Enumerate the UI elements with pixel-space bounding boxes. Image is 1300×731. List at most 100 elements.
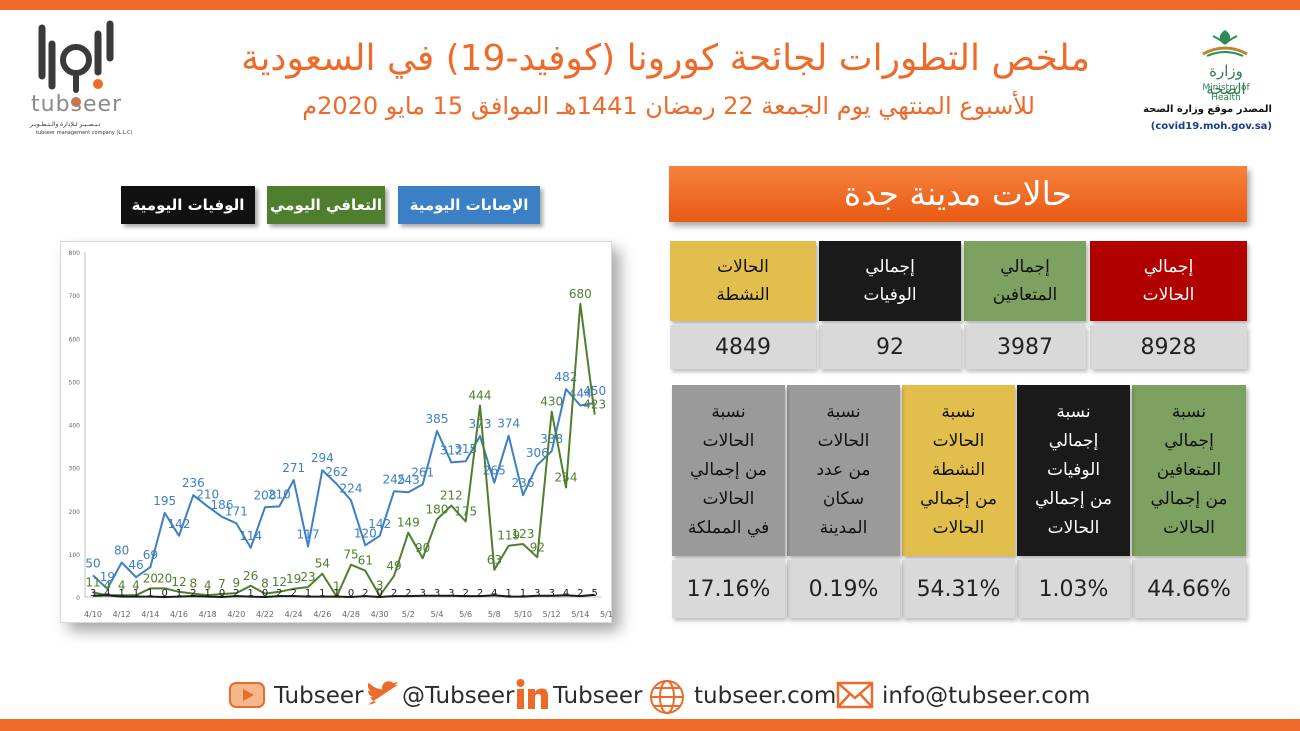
x-tick-label: 4/14: [141, 610, 159, 619]
total-value-3: 4849: [670, 325, 816, 369]
data-label: 1: [118, 588, 124, 599]
ratio-label-line: من إجمالي: [1150, 489, 1228, 509]
y-tick-label: 0: [76, 595, 80, 602]
data-label: 123: [512, 527, 535, 541]
data-label: 0: [376, 588, 382, 599]
data-label: 254: [555, 470, 578, 484]
youtube-icon[interactable]: [228, 678, 266, 712]
globe-icon[interactable]: [648, 678, 686, 716]
data-label: 236: [512, 476, 535, 490]
ratio-label-line: الحالات: [702, 431, 755, 451]
ratio-value-3: 0.19%: [787, 560, 900, 618]
data-label: 1: [505, 588, 511, 599]
moh-name-ar: وزارة الصحة: [1206, 62, 1246, 98]
data-label: 0: [161, 588, 167, 599]
city-title-banner: حالات مدينة جدة: [669, 166, 1247, 222]
x-tick-label: 5/16: [600, 610, 613, 619]
ratio-label-line: إجمالي الوفيات: [1046, 431, 1101, 480]
data-label: 19: [286, 572, 301, 586]
ratio-header-1: نسبة إجمالي الوفيات من إجمالي الحالات: [1017, 385, 1130, 556]
data-label: 80: [114, 544, 129, 558]
total-label-line1: إجمالي: [1143, 257, 1194, 277]
data-label: 1: [133, 588, 139, 599]
data-label: 119: [497, 529, 520, 543]
twitter-handle[interactable]: @Tubseer: [402, 683, 515, 709]
ratio-label-line: المدينة: [819, 518, 868, 538]
brand-tagline: تـبـصـيـر لـلإدارة والـتـطـويـر: [30, 121, 101, 128]
data-label: 374: [497, 417, 520, 431]
data-label: 20: [157, 571, 172, 585]
brand-tagline-en: tubseer management company (L.L.C): [36, 130, 133, 136]
ratio-label-line: نسبة: [711, 402, 746, 422]
data-label: 142: [368, 517, 391, 531]
legend-recoveries: التعافي اليومي: [267, 186, 385, 224]
y-tick-label: 800: [69, 250, 81, 257]
brand-name: tubseer: [31, 92, 123, 117]
x-tick-label: 5/8: [488, 610, 501, 619]
total-label-line2: المتعافين: [992, 285, 1058, 305]
data-label: 46: [128, 558, 143, 572]
data-label: 23: [300, 570, 315, 584]
data-label: 1: [147, 588, 153, 599]
data-label: 2: [190, 588, 196, 599]
ratio-value-4: 17.16%: [672, 560, 785, 618]
data-label: 92: [530, 540, 545, 554]
ratio-label-line: في المملكة: [687, 518, 770, 538]
y-tick-label: 500: [69, 379, 81, 386]
data-label: 3: [434, 588, 440, 599]
data-label: 444: [569, 387, 592, 401]
linkedin-icon[interactable]: [514, 678, 550, 712]
data-label: 20: [143, 571, 158, 585]
ratio-header-0: نسبة إجمالي المتعافين من إجمالي الحالات: [1132, 385, 1246, 556]
total-value-2: 92: [819, 325, 961, 369]
ratio-label-line: نسبة: [1171, 402, 1207, 422]
data-label: 210: [268, 487, 291, 501]
data-label: 315: [454, 442, 477, 456]
data-label: 5: [591, 588, 597, 599]
data-label: 385: [426, 412, 449, 426]
email-link[interactable]: info@tubseer.com: [882, 683, 1091, 709]
data-label: 423: [583, 398, 606, 412]
legend-deaths: الوفيات اليومية: [121, 186, 255, 224]
source-url[interactable]: (covid19.moh.gov.sa): [1150, 121, 1272, 132]
data-label: 3: [448, 588, 454, 599]
x-tick-label: 5/2: [402, 610, 415, 619]
x-tick-label: 4/30: [371, 610, 389, 619]
data-label: 245: [383, 472, 406, 486]
page-title: ملخص التطورات لجائحة كورونا (كوفيد-19) ف…: [241, 38, 1090, 79]
data-label: 11: [85, 575, 100, 589]
data-label: 2: [233, 588, 239, 599]
ratio-header-3: نسبة الحالات من عدد سكان المدينة: [787, 385, 900, 556]
data-label: 0: [348, 588, 354, 599]
data-label: 373: [469, 417, 492, 431]
website-link[interactable]: tubseer.com: [694, 683, 837, 709]
twitter-icon[interactable]: [367, 678, 403, 712]
data-label: 4: [132, 578, 140, 592]
ratio-label-line: الحالات: [1047, 518, 1100, 538]
data-label: 9: [233, 576, 241, 590]
top-accent-bar: [0, 0, 1300, 10]
data-label: 8: [190, 577, 198, 591]
email-icon[interactable]: [836, 678, 874, 712]
data-label: 2: [276, 588, 282, 599]
ratio-label-line: سكان: [822, 489, 865, 509]
linkedin-handle[interactable]: Tubseer: [553, 683, 643, 709]
data-label: 2: [391, 588, 397, 599]
total-value-1: 3987: [964, 325, 1086, 369]
data-label: 2: [405, 588, 411, 599]
moh-emblem-icon: [1202, 30, 1248, 57]
data-label: 261: [411, 465, 434, 479]
data-label: 1: [333, 588, 339, 599]
series-line-2: [92, 593, 595, 598]
y-tick-label: 700: [69, 293, 81, 300]
total-label-line1: إجمالي: [1000, 257, 1050, 277]
data-label: 243: [397, 473, 420, 487]
data-label: 4: [491, 588, 497, 599]
youtube-handle[interactable]: Tubseer: [274, 683, 364, 709]
x-tick-label: 5/12: [543, 610, 561, 619]
data-label: 1: [204, 588, 210, 599]
ratio-label-line: الحالات: [817, 431, 870, 451]
ratio-value-1: 1.03%: [1017, 560, 1130, 618]
bottom-accent-bar: [0, 719, 1300, 731]
data-label: 338: [540, 432, 563, 446]
